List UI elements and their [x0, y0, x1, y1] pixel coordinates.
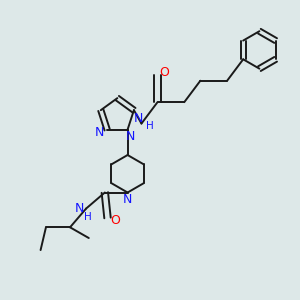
Text: H: H [84, 212, 91, 222]
Text: O: O [111, 214, 121, 227]
Text: N: N [123, 193, 132, 206]
Text: O: O [159, 66, 169, 79]
Text: N: N [75, 202, 84, 215]
Text: N: N [134, 112, 143, 125]
Text: N: N [94, 126, 104, 139]
Text: H: H [146, 121, 153, 131]
Text: N: N [126, 130, 135, 143]
